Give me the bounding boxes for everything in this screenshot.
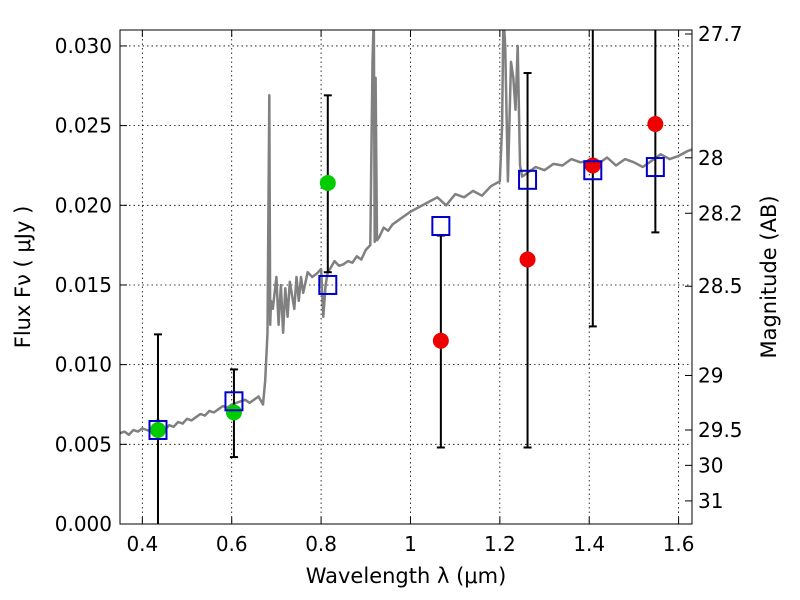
model-box <box>318 274 338 295</box>
model-box <box>148 419 168 440</box>
model-box <box>431 216 451 237</box>
y2-tick-label: 28.2 <box>698 201 743 225</box>
green-data-point <box>225 404 242 421</box>
x-tick-label: 0.4 <box>126 532 158 556</box>
x-tick-label: 1.4 <box>573 532 605 556</box>
green-data-points <box>149 174 336 438</box>
model-box <box>224 391 244 412</box>
y2-tick-label: 28 <box>698 146 723 170</box>
y-tick-label: 0.020 <box>55 193 112 217</box>
model-box <box>518 169 538 190</box>
x-tick-label: 1.2 <box>484 532 516 556</box>
y2-axis-title: Magnitude (AB) <box>757 195 781 358</box>
y-tick-label: 0.005 <box>55 432 112 456</box>
y-tick-label: 0.030 <box>55 34 112 58</box>
model-boxes <box>148 157 665 440</box>
y-tick-label: 0.015 <box>55 273 112 297</box>
y-tick-label: 0.025 <box>55 114 112 138</box>
green-data-point <box>149 421 166 438</box>
error-bars <box>153 30 660 524</box>
x-tick-label: 1 <box>404 532 417 556</box>
plot-area <box>120 30 692 524</box>
y2-tick-label: 28.5 <box>698 274 743 298</box>
x-tick-labels: 0.4 0.6 0.8 1 1.2 1.4 1.6 <box>126 532 694 556</box>
red-data-points <box>432 116 664 349</box>
y-axis-title: Flux Fν ( μJy ) <box>11 206 35 349</box>
plot-frame <box>119 29 693 525</box>
y2-tick-labels: 27.7 28 28.2 28.5 29 29.5 30 31 <box>698 22 743 513</box>
red-data-point <box>647 116 664 133</box>
x-tick-label: 0.8 <box>305 532 337 556</box>
model-spectrum-line <box>120 30 692 437</box>
model-box <box>583 160 603 181</box>
x-tick-label: 0.6 <box>216 532 248 556</box>
y2-tick-label: 29.5 <box>698 418 743 442</box>
red-data-point <box>432 332 449 349</box>
x-axis-title: Wavelength λ (μm) <box>306 564 507 588</box>
y-tick-labels: 0.000 0.005 0.010 0.015 0.020 0.025 0.030 <box>55 34 112 536</box>
y-tick-label: 0.010 <box>55 353 112 377</box>
axis-ticks <box>120 30 692 525</box>
gridlines <box>120 30 692 524</box>
y2-tick-label: 30 <box>698 453 723 477</box>
red-data-point <box>584 157 601 174</box>
green-data-point <box>319 174 336 191</box>
y2-tick-label: 27.7 <box>698 22 743 46</box>
y-tick-label: 0.000 <box>55 512 112 536</box>
y2-tick-label: 29 <box>698 363 723 387</box>
model-box <box>645 157 665 178</box>
y2-tick-label: 31 <box>698 489 723 513</box>
red-data-point <box>519 251 536 268</box>
x-tick-label: 1.6 <box>663 532 695 556</box>
